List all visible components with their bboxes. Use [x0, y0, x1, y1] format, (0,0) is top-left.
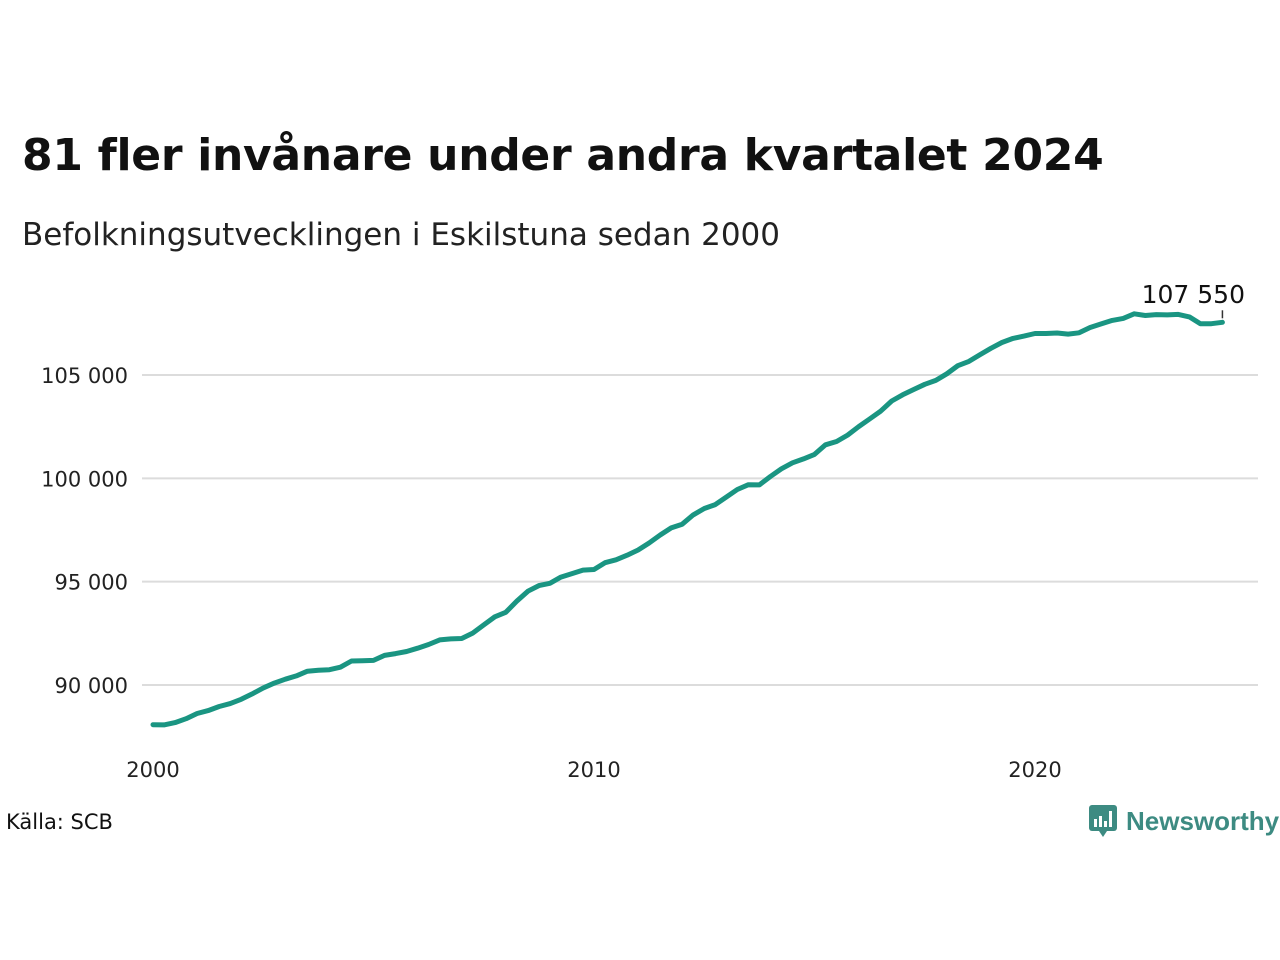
- gridlines: [142, 373, 1258, 686]
- y-tick-label: 105 000: [41, 364, 128, 388]
- x-tick-label: 2010: [567, 758, 620, 782]
- series-group: [150, 311, 1225, 728]
- chart-subtitle: Befolkningsutvecklingen i Eskilstuna sed…: [22, 217, 780, 253]
- y-axis: 90 000 95 000 100 000 105 000: [41, 364, 128, 698]
- y-tick-label: 90 000: [55, 674, 128, 698]
- source-note: Källa: SCB: [6, 810, 113, 834]
- chart-title: 81 fler invånare under andra kvartalet 2…: [22, 130, 1104, 181]
- end-annotation: 107 550: [1142, 280, 1245, 319]
- brand-logo: Newsworthy: [1088, 804, 1279, 838]
- y-tick-label: 95 000: [55, 571, 128, 595]
- brand-name: Newsworthy: [1126, 805, 1280, 836]
- x-axis: 2000 2010 2020: [126, 758, 1061, 782]
- x-tick-label: 2020: [1008, 758, 1061, 782]
- y-tick-label: 100 000: [41, 467, 128, 491]
- newsworthy-logo-icon: [1089, 805, 1117, 837]
- population-line: [150, 311, 1225, 728]
- x-tick-label: 2000: [126, 758, 179, 782]
- end-value-label: 107 550: [1142, 280, 1245, 309]
